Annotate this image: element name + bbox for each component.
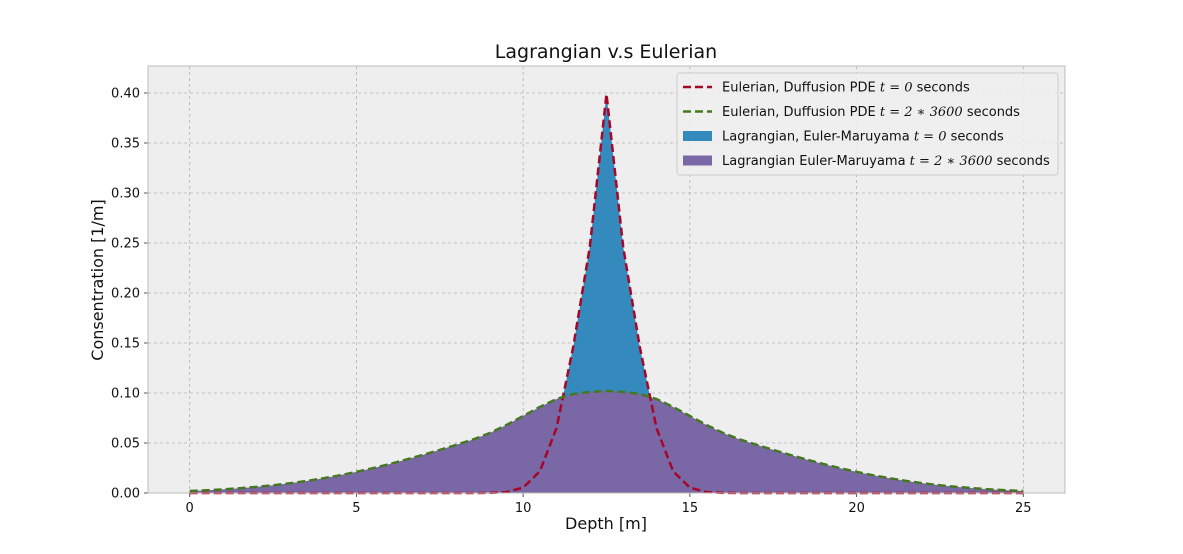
- legend-entry-label: Lagrangian, Euler-Maruyama t = 0 seconds: [722, 130, 1004, 145]
- y-tick-label: 0.10: [111, 387, 140, 402]
- legend-patch-swatch: [683, 131, 712, 141]
- x-tick-label: 10: [515, 501, 532, 516]
- legend-frame: [676, 72, 1059, 176]
- y-tick-label: 0.00: [111, 487, 140, 502]
- axes-frame: [147, 65, 1066, 494]
- series-line: [189, 389, 1024, 493]
- x-tick-label: 0: [186, 501, 194, 516]
- y-tick-label: 0.40: [111, 87, 140, 102]
- x-tick-label: 20: [848, 501, 865, 516]
- chart-title: Lagrangian v.s Eulerian: [495, 41, 717, 63]
- legend-entry-label: Eulerian, Duffusion PDE t = 2 ∗ 3600 sec…: [722, 105, 1020, 120]
- series-area: [189, 391, 1024, 493]
- legend-patch-swatch: [683, 155, 712, 166]
- y-tick-label: 0.35: [111, 137, 140, 152]
- y-tick-label: 0.15: [111, 337, 140, 352]
- series-area: [189, 94, 1024, 493]
- y-tick-label: 0.30: [111, 187, 140, 202]
- x-tick-label: 5: [352, 501, 360, 516]
- y-tick-label: 0.20: [111, 287, 140, 302]
- x-tick-label: 15: [682, 501, 699, 516]
- legend-entry-label: Eulerian, Duffusion PDE t = 0 seconds: [722, 81, 970, 96]
- x-tick-label: 25: [1015, 501, 1032, 516]
- y-tick-label: 0.05: [111, 437, 140, 452]
- y-tick-label: 0.25: [111, 237, 140, 252]
- x-axis-label: Depth [m]: [565, 514, 647, 533]
- y-axis-label: Consentration [1/m]: [88, 199, 107, 360]
- legend: Eulerian, Duffusion PDE t = 0 seconds Eul…: [676, 72, 1059, 176]
- legend-entry-label: Lagrangian Euler-Maruyama t = 2 ∗ 3600 s…: [722, 154, 1050, 169]
